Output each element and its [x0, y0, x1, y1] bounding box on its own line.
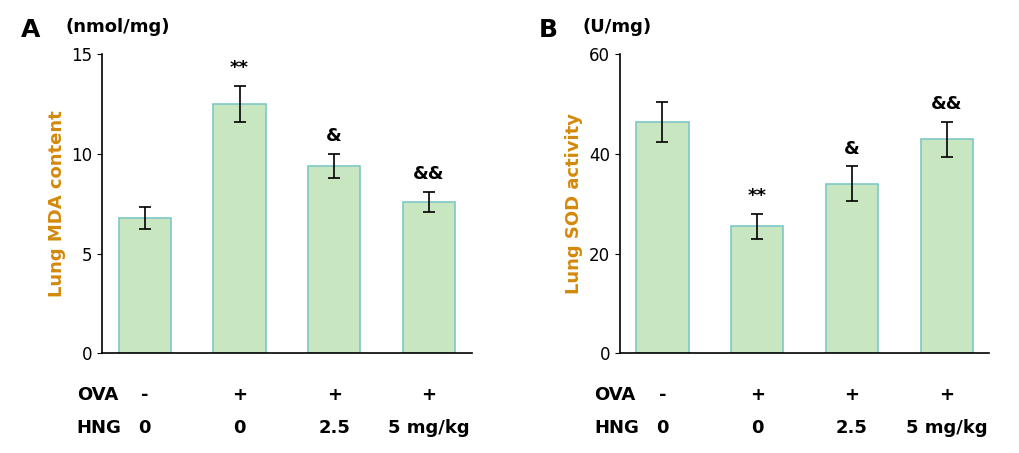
Text: 0: 0 [655, 419, 668, 437]
Y-axis label: Lung MDA content: Lung MDA content [48, 111, 65, 297]
Text: 0: 0 [750, 419, 762, 437]
Bar [213, 104, 265, 353]
Text: -: - [658, 386, 665, 404]
Text: +: + [326, 386, 341, 404]
Text: +: + [231, 386, 247, 404]
Text: +: + [938, 386, 953, 404]
Bar [308, 166, 360, 353]
Bar [403, 202, 454, 353]
Text: &: & [843, 140, 859, 158]
Bar [636, 121, 688, 353]
Y-axis label: Lung SOD activity: Lung SOD activity [565, 113, 583, 294]
Text: +: + [844, 386, 859, 404]
Text: HNG: HNG [594, 419, 639, 437]
Text: +: + [749, 386, 764, 404]
Text: **: ** [230, 59, 249, 77]
Text: &&: && [413, 165, 444, 183]
Bar [919, 139, 972, 353]
Text: 5 mg/kg: 5 mg/kg [905, 419, 986, 437]
Bar [118, 218, 171, 353]
Text: A: A [20, 19, 40, 43]
Text: 0: 0 [233, 419, 246, 437]
Text: (nmol/mg): (nmol/mg) [65, 19, 169, 37]
Text: B: B [538, 19, 556, 43]
Bar [731, 226, 783, 353]
Text: +: + [421, 386, 436, 404]
Text: HNG: HNG [76, 419, 121, 437]
Text: (U/mg): (U/mg) [582, 19, 651, 37]
Bar [825, 184, 877, 353]
Text: 5 mg/kg: 5 mg/kg [387, 419, 470, 437]
Text: **: ** [747, 187, 766, 205]
Text: &: & [326, 127, 341, 145]
Text: OVA: OVA [76, 386, 118, 404]
Text: OVA: OVA [594, 386, 635, 404]
Text: &&: && [930, 95, 961, 113]
Text: 2.5: 2.5 [836, 419, 867, 437]
Text: 2.5: 2.5 [318, 419, 350, 437]
Text: -: - [141, 386, 149, 404]
Text: 0: 0 [139, 419, 151, 437]
